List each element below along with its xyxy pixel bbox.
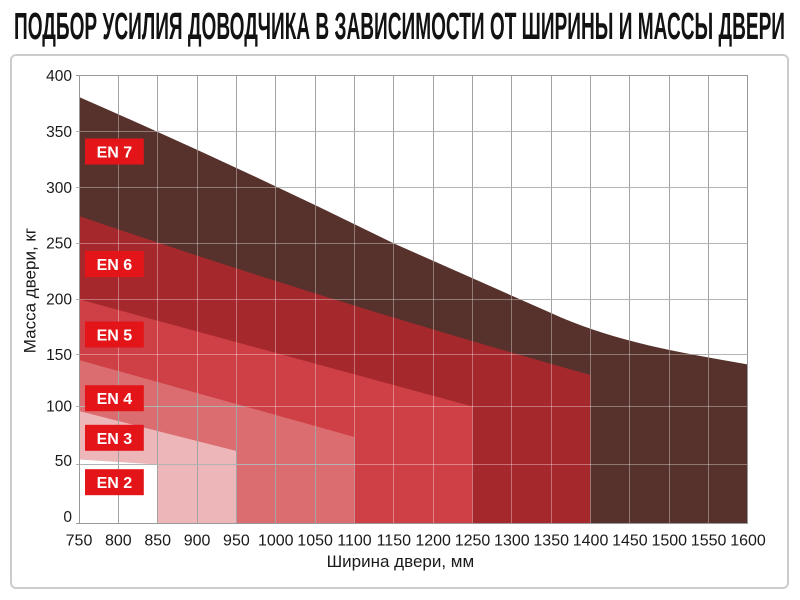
- svg-text:EN 4: EN 4: [97, 391, 133, 408]
- svg-text:100: 100: [46, 398, 72, 415]
- svg-text:1450: 1450: [612, 532, 648, 549]
- svg-text:Ширина двери, мм: Ширина двери, мм: [327, 552, 475, 571]
- svg-text:EN 2: EN 2: [97, 475, 133, 492]
- svg-text:EN 5: EN 5: [97, 328, 133, 345]
- svg-text:1200: 1200: [415, 532, 451, 549]
- svg-text:1100: 1100: [337, 532, 372, 549]
- svg-text:1150: 1150: [377, 532, 412, 549]
- svg-text:350: 350: [46, 124, 72, 141]
- svg-text:1350: 1350: [533, 532, 569, 549]
- svg-text:1000: 1000: [258, 532, 294, 549]
- svg-text:400: 400: [46, 68, 72, 85]
- svg-text:ПОДБОР УСИЛИЯ ДОВОДЧИКА В ЗАВИ: ПОДБОР УСИЛИЯ ДОВОДЧИКА В ЗАВИСИМОСТИ ОТ…: [14, 6, 785, 48]
- svg-text:300: 300: [46, 180, 72, 197]
- svg-text:1050: 1050: [297, 532, 333, 549]
- svg-text:150: 150: [46, 347, 72, 364]
- svg-text:0: 0: [63, 509, 72, 526]
- svg-text:1250: 1250: [455, 532, 491, 549]
- svg-text:750: 750: [66, 532, 93, 549]
- svg-text:1400: 1400: [573, 532, 609, 549]
- svg-text:250: 250: [46, 236, 72, 253]
- svg-text:850: 850: [144, 532, 171, 549]
- svg-text:200: 200: [46, 292, 72, 309]
- svg-text:950: 950: [223, 532, 250, 549]
- svg-text:1550: 1550: [691, 532, 727, 549]
- svg-text:EN 7: EN 7: [97, 145, 133, 162]
- svg-text:EN 3: EN 3: [97, 431, 133, 448]
- svg-text:1600: 1600: [730, 532, 766, 549]
- svg-text:900: 900: [184, 532, 211, 549]
- svg-text:1500: 1500: [651, 532, 687, 549]
- svg-text:800: 800: [105, 532, 132, 549]
- svg-text:50: 50: [55, 453, 73, 470]
- svg-text:Масса двери, кг: Масса двери, кг: [21, 228, 40, 353]
- svg-text:1300: 1300: [494, 532, 530, 549]
- svg-text:EN 6: EN 6: [97, 257, 133, 274]
